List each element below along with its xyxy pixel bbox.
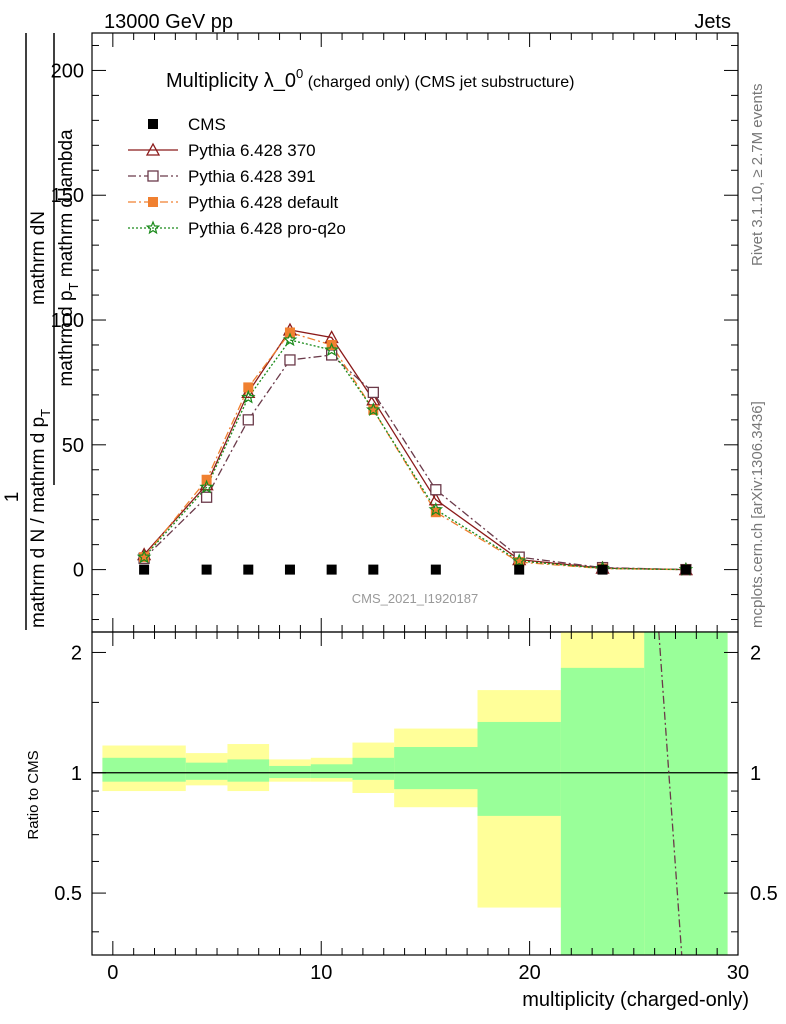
data-point-pythia-6-428-391 [367,386,379,399]
ylabel-left: 1 [2,492,23,503]
x-tick-label: 20 [518,962,540,984]
data-point-pythia-6-428-391 [200,491,213,503]
legend-marker-pythia-6-428-370 [145,142,161,156]
ratio-y-tick-label: 0.5 [54,883,82,905]
data-point-cms [284,564,295,575]
ylabel-bottom: mathrm d N / mathrm d pT [28,409,53,628]
chart-title-main: Multiplicity λ_0 [166,70,296,92]
x-tick-label: 30 [727,962,749,984]
data-point-pythia-6-428-pro-q2o [136,549,152,564]
legend-marker-pythia-6-428-pro-q2o [145,220,161,235]
data-point-pythia-6-428-pro-q2o [511,553,527,568]
data-point-pythia-6-428-default [139,552,150,563]
ratio-y-tick-label: 1 [71,763,82,785]
data-point-pythia-6-428-default [368,404,379,415]
data-point-pythia-6-428-pro-q2o [282,332,298,347]
ratio-green-band [185,762,228,780]
ratio-green-band [477,721,561,816]
y-tick-label: 0 [73,560,84,582]
legend-marker-pythia-6-428-default [148,197,158,207]
y-tick-label: 200 [51,60,84,82]
data-point-cms [326,564,337,575]
main-ylabel: mathrm dN mathrm d pT mathrm d lambda 1 … [2,33,81,630]
ratio-y-tick-label: 2 [71,642,82,664]
ylabel-mid: mathrm d pT mathrm d lambda [56,129,81,387]
ylabel-top: mathrm dN [28,211,49,305]
data-point-cms [514,564,525,575]
ratio-line-pythia-391 [658,631,683,956]
data-point-pythia-6-428-391 [430,484,442,496]
y-tick-label: 50 [62,435,84,457]
x-axis-label: multiplicity (charged-only) [522,989,749,1011]
data-point-cms [597,564,608,575]
x-tick-label: 10 [310,962,332,984]
legend: CMS Pythia 6.428 370 Pythia 6.428 391 Pythi… [128,115,346,238]
ratio-green-band [102,757,186,782]
ratio-green-band [352,757,395,780]
ratio-y-tick-label-right: 2 [750,642,761,664]
legend-label-pythia-6-428-pro-q2o: Pythia 6.428 pro-q2o [188,219,346,238]
legend-label-pythia-6-428-391: Pythia 6.428 391 [188,167,316,186]
data-point-pythia-6-428-pro-q2o [366,402,381,417]
data-point-pythia-6-428-pro-q2o [199,479,214,494]
ratio-green-band [227,759,270,782]
header-left-label: 13000 GeV pp [104,11,233,33]
data-point-pythia-6-428-391 [284,354,296,366]
series-line-pythia-6-428-391 [143,354,686,571]
series-line-pythia-6-428-default [143,331,686,571]
chart-title: Multiplicity λ_00 (charged only) (CMS je… [166,66,574,92]
main-panel: 0 50 100 150 200 [51,32,739,633]
ratio-green-band [394,747,478,790]
ratio-green-band [560,667,645,955]
y-tick-label: 150 [51,185,84,207]
data-point-cms [201,564,212,575]
series-line-pythia-6-428-370 [143,329,686,571]
data-point-cms [139,564,150,575]
analysis-id-label: CMS_2021_I1920187 [352,591,479,606]
y-tick-label: 100 [51,310,84,332]
series-line-pythia-6-428-pro-q2o [143,339,686,571]
data-point-pythia-6-428-default [514,557,525,568]
x-tick-label: 0 [107,962,118,984]
legend-label-pythia-6-428-default: Pythia 6.428 default [188,193,339,212]
header-right-label: Jets [694,11,731,33]
ratio-ylabel: Ratio to CMS [25,750,42,839]
data-point-pythia-6-428-391 [242,414,254,426]
ratio-green-band [310,764,353,779]
legend-marker-cms [148,119,158,129]
ratio-frame [91,631,739,956]
data-point-pythia-6-428-pro-q2o [241,389,256,404]
ratio-y-tick-label-right: 0.5 [750,883,778,905]
ratio-panel: 0.5 0.51 12 20 10 20 30 [54,631,778,984]
data-point-cms [243,564,254,575]
legend-marker-pythia-6-428-391 [147,170,159,182]
legend-label-cms: CMS [188,115,226,134]
side-top-label: Rivet 3.1.10, ≥ 2.7M events [749,84,766,267]
data-point-cms [430,564,441,575]
data-point-cms [368,564,379,575]
legend-label-pythia-6-428-370: Pythia 6.428 370 [188,141,316,160]
data-point-pythia-6-428-pro-q2o [324,342,339,357]
data-point-pythia-6-428-default [243,382,254,393]
chart-title-sup: 0 [296,66,303,81]
data-point-cms [680,564,691,575]
side-bottom-label: mcplots.cern.ch [arXiv:1306.3436] [749,401,766,628]
chart-title-rest: (charged only) (CMS jet substructure) [303,74,574,91]
data-point-pythia-6-428-pro-q2o [428,502,444,516]
ratio-green-band [269,765,311,779]
ratio-y-tick-label-right: 1 [750,763,761,785]
ratio-green-band [644,632,728,955]
